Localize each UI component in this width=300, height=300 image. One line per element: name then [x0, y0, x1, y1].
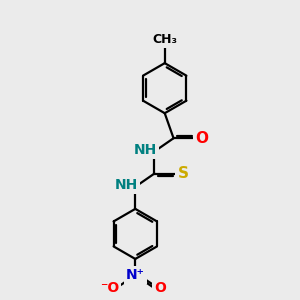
- Text: O: O: [154, 280, 166, 295]
- Text: NH: NH: [115, 178, 138, 192]
- Text: CH₃: CH₃: [152, 33, 177, 46]
- Text: ⁻O: ⁻O: [100, 280, 119, 295]
- Text: N⁺: N⁺: [126, 268, 145, 282]
- Text: NH: NH: [134, 143, 157, 157]
- Text: O: O: [196, 131, 208, 146]
- Text: S: S: [178, 166, 188, 181]
